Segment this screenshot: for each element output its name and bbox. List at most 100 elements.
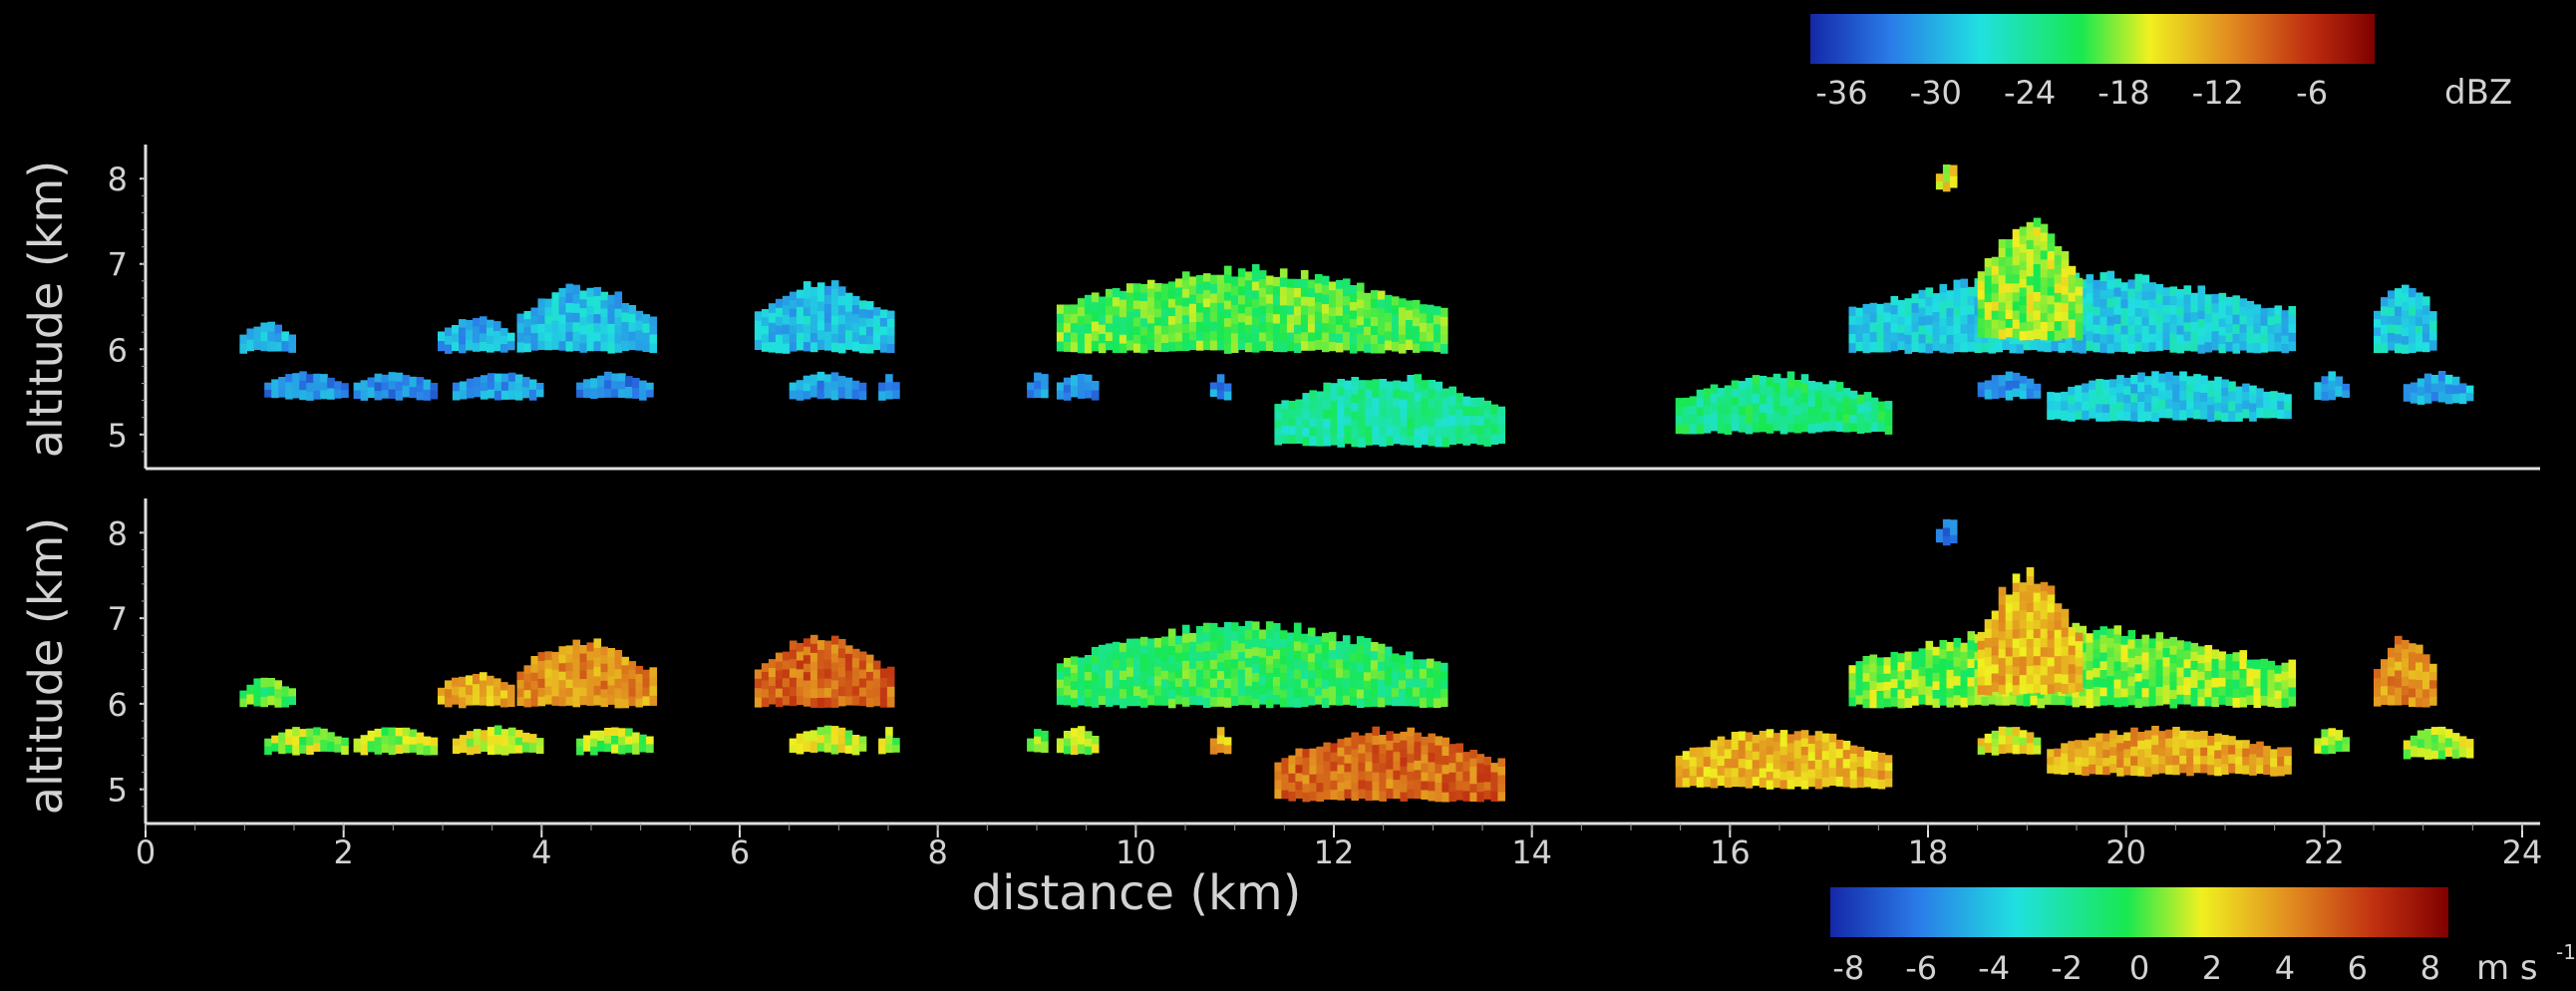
- top-echo-cell: [2148, 290, 2157, 300]
- bottom-echo-cell: [551, 660, 560, 671]
- top-echo-cell: [593, 314, 602, 324]
- bottom-echo-cell: [1230, 677, 1239, 688]
- top-echo-cell: [1307, 314, 1316, 325]
- bottom-echo-cell: [2134, 638, 2143, 649]
- bottom-echo-cell: [2395, 679, 2403, 689]
- top-echo-cell: [642, 314, 651, 324]
- top-echo-cell: [2451, 385, 2460, 395]
- bottom-echo-cell: [851, 686, 860, 697]
- top-echo-cell: [1337, 413, 1345, 423]
- top-echo-cell: [1342, 341, 1351, 351]
- bottom-echo-cell: [409, 737, 418, 746]
- bottom-echo-cell: [809, 652, 818, 663]
- top-echo-cell: [1272, 314, 1281, 325]
- bottom-echo-cell: [2458, 746, 2467, 758]
- top-echo-cell: [2409, 297, 2416, 307]
- top-echo-cell: [2200, 410, 2208, 420]
- top-echo-cell: [2106, 298, 2115, 308]
- bottom-echo-cell: [1724, 768, 1733, 779]
- bottom-echo-cell: [1412, 668, 1421, 679]
- top-echo-cell: [1440, 325, 1449, 336]
- top-echo-cell: [1793, 397, 1802, 407]
- top-echo-cell: [1717, 424, 1726, 434]
- bottom-echo-cell: [809, 689, 818, 699]
- bottom-echo-cell: [1779, 755, 1788, 765]
- bottom-echo-cell: [604, 728, 612, 737]
- top-echo-cell: [1077, 374, 1086, 383]
- bottom-echo-cell: [1370, 651, 1379, 661]
- top-echo-cell: [2197, 285, 2206, 295]
- bottom-echo-cell: [2179, 764, 2187, 774]
- bottom-echo-cell: [1800, 730, 1809, 740]
- top-echo-cell: [2148, 299, 2157, 309]
- top-echo-segment: [438, 316, 515, 354]
- bottom-echo-cell: [1358, 753, 1366, 764]
- bottom-echo-cell: [521, 732, 530, 744]
- bottom-echo-cell: [642, 696, 651, 706]
- top-echo-cell: [649, 316, 658, 327]
- bottom-echo-cell: [803, 680, 811, 690]
- bottom-echo-cell: [1146, 638, 1155, 649]
- bottom-echo-cell: [649, 695, 658, 706]
- bottom-echo-cell: [2095, 749, 2103, 759]
- top-echo-cell: [1314, 339, 1323, 350]
- top-echo-cell: [1384, 340, 1393, 351]
- bottom-echo-cell: [306, 737, 314, 747]
- top-echo-cell: [2019, 235, 2028, 245]
- bottom-echo-cell: [1377, 670, 1386, 681]
- bottom-echo-cell: [2415, 689, 2423, 699]
- bottom-echo-cell: [2270, 749, 2278, 759]
- top-echo-cell: [586, 341, 595, 352]
- bottom-echo-cell: [2281, 698, 2290, 708]
- top-echo-cell: [851, 332, 860, 343]
- bottom-echo-cell: [2099, 696, 2108, 706]
- bottom-echo-cell: [1351, 766, 1359, 776]
- bottom-echo-cell: [2374, 678, 2382, 689]
- top-echo-cell: [2249, 412, 2257, 422]
- bottom-echo-cell: [2061, 646, 2070, 657]
- bottom-echo-cell: [830, 726, 839, 736]
- bottom-echo-cell: [1356, 662, 1365, 673]
- top-echo-cell: [1293, 334, 1302, 344]
- top-echo-cell: [278, 377, 286, 388]
- top-echo-cell: [1300, 296, 1309, 307]
- bottom-echo-cell: [1953, 638, 1962, 649]
- bottom-echo-cell: [1230, 686, 1239, 697]
- bottom-echo-cell: [1174, 669, 1183, 679]
- top-echo-cell: [796, 315, 805, 325]
- top-echo-cell: [2186, 376, 2194, 386]
- bottom-echo-cell: [844, 670, 853, 680]
- bottom-echo-cell: [1288, 792, 1296, 802]
- bottom-echo-cell: [816, 649, 825, 660]
- top-echo-cell: [1419, 332, 1428, 342]
- bottom-echo-cell: [2148, 648, 2157, 659]
- bottom-echo-cell: [2033, 674, 2042, 684]
- bottom-echo-cell: [2197, 663, 2206, 673]
- bottom-echo-cell: [823, 669, 832, 680]
- top-echo-segment: [1977, 371, 2042, 401]
- bottom-echo-cell: [2079, 696, 2088, 706]
- top-echo-cell: [1421, 407, 1429, 418]
- top-echo-cell: [1897, 300, 1906, 309]
- bottom-echo-cell: [2033, 665, 2042, 675]
- bottom-echo-cell: [2284, 747, 2292, 757]
- bottom-echo-cell: [1167, 628, 1176, 638]
- bottom-echo-cell: [2068, 626, 2077, 637]
- top-echo-cell: [1946, 308, 1955, 318]
- bottom-echo-cell: [1998, 613, 2007, 623]
- bottom-echo-cell: [1105, 688, 1114, 698]
- bottom-echo-cell: [1405, 660, 1414, 671]
- bottom-echo-cell: [1925, 640, 1934, 651]
- top-echo-cell: [1862, 313, 1871, 324]
- top-echo-cell: [579, 299, 588, 309]
- bottom-echo-cell: [1984, 657, 1993, 668]
- top-echo-cell: [1428, 380, 1436, 390]
- top-echo-cell: [1786, 388, 1795, 398]
- top-echo-cell: [2005, 274, 2014, 284]
- bottom-echo-cell: [2012, 727, 2021, 737]
- bottom-echo-cell: [2106, 695, 2115, 706]
- bottom-echo-cell: [1307, 627, 1316, 637]
- top-echo-cell: [1745, 405, 1754, 416]
- bottom-echo-cell: [789, 687, 798, 697]
- top-echo-cell: [1876, 323, 1885, 334]
